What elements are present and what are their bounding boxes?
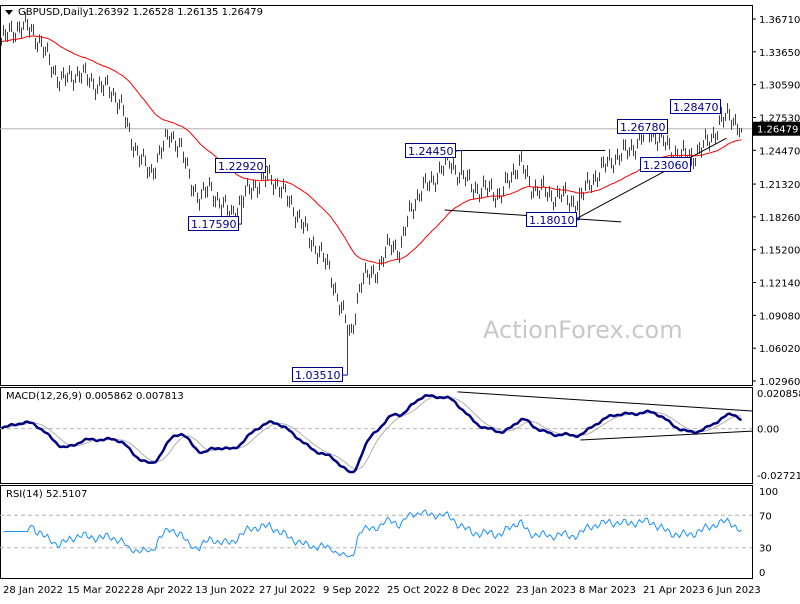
price-tick-label: 1.02960 (759, 377, 800, 388)
annotation-label: 1.24450 (408, 145, 454, 158)
price-tick-label: 1.06020 (759, 344, 800, 355)
annotation-label: 1.03510 (295, 369, 341, 382)
price-tick-label: 1.21320 (759, 180, 800, 191)
time-tick-label: 13 Jun 2022 (195, 585, 255, 596)
price-tick-label: 1.15200 (759, 246, 800, 257)
time-tick-label: 28 Apr 2022 (131, 585, 193, 596)
rsi-tick-label: 30 (759, 544, 772, 555)
rsi-tick-label: 0 (759, 568, 765, 579)
annotation-label: 1.22920 (218, 160, 264, 173)
time-tick-label: 15 Mar 2022 (67, 585, 130, 596)
rsi-tick-label: 70 (759, 511, 772, 522)
time-tick-label: 8 Dec 2022 (452, 585, 510, 596)
time-tick-label: 9 Sep 2022 (323, 585, 380, 596)
annotation-label: 1.28470 (673, 101, 719, 114)
current-price-label: 1.26479 (757, 125, 798, 136)
time-tick-label: 21 Apr 2023 (643, 585, 705, 596)
macd-tick-label: -0.027213 (757, 471, 800, 482)
price-tick-label: 1.30590 (759, 81, 800, 92)
rsi-title: RSI(14) 52.5107 (6, 489, 87, 500)
symbol-title: GBPUSD,Daily (18, 7, 89, 18)
ohlc-readout: 1.26392 1.26528 1.26135 1.26479 (88, 7, 263, 18)
price-tick-label: 1.18260 (759, 213, 800, 224)
time-tick-label: 8 Mar 2023 (579, 585, 636, 596)
macd-tick-label: 0.020858 (757, 389, 800, 400)
rsi-tick-label: 100 (759, 487, 778, 498)
watermark: ActionForex.com (483, 316, 683, 344)
price-tick-label: 1.33650 (759, 48, 800, 59)
time-tick-label: 28 Jan 2022 (3, 585, 63, 596)
time-tick-label: 27 Jul 2022 (259, 585, 316, 596)
price-tick-label: 1.24470 (759, 146, 800, 157)
macd-tick-label: 0.00 (757, 425, 779, 436)
price-tick-label: 1.36710 (759, 15, 800, 26)
macd-title: MACD(12,26,9) 0.005862 0.007813 (6, 391, 184, 402)
price-tick-label: 1.12140 (759, 279, 800, 290)
annotation-label: 1.23060 (643, 159, 689, 172)
time-tick-label: 25 Oct 2022 (387, 585, 449, 596)
annotation-label: 1.18010 (529, 214, 575, 227)
time-tick-label: 23 Jan 2023 (516, 585, 576, 596)
price-tick-label: 1.09080 (759, 311, 800, 322)
annotation-label: 1.17590 (191, 218, 237, 231)
time-tick-label: 6 Jun 2023 (707, 585, 761, 596)
annotation-label: 1.26780 (620, 121, 666, 134)
